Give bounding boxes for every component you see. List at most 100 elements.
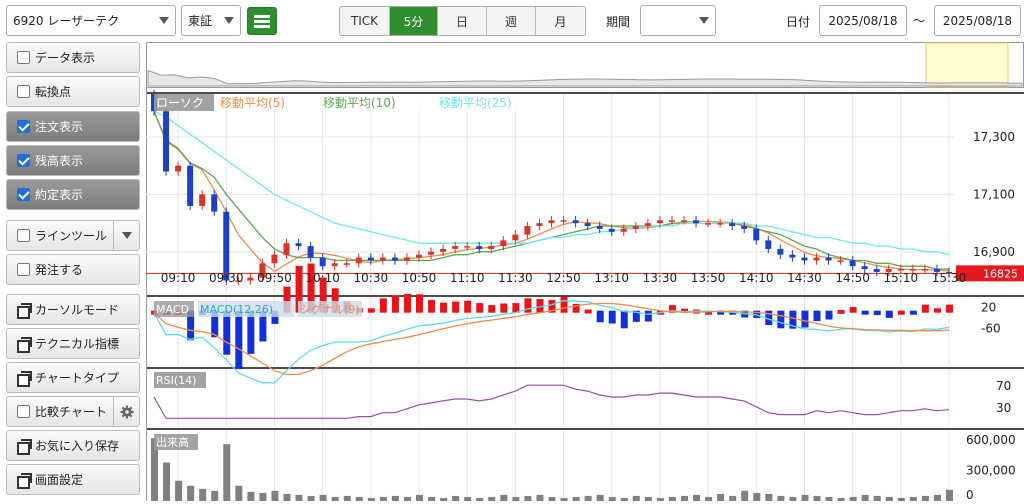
sidebar-item-execution-display[interactable]: 約定表示 — [6, 179, 140, 210]
top-toolbar: 6920 レーザーテク 東証 TICK 5分 日 週 月 期間 日付 2025/… — [0, 0, 1024, 42]
macd-histogram-bar — [789, 310, 797, 329]
candle-body — [921, 269, 928, 271]
sidebar: データ表示 転換点 注文表示 残高表示 約定表示 ラインツール 発注する カーソ… — [0, 42, 146, 501]
candle-body — [837, 260, 844, 262]
candle-body — [343, 263, 350, 265]
period-tab[interactable]: 週 — [487, 7, 536, 35]
sidebar-item-balance-display[interactable]: 残高表示 — [6, 145, 140, 176]
volume-bar — [681, 495, 688, 501]
sidebar-item-data-display[interactable]: データ表示 — [6, 42, 140, 73]
candle-body — [909, 269, 916, 271]
macd-histogram-bar — [488, 305, 496, 313]
macd-histogram-bar — [620, 310, 628, 329]
checkbox-icon[interactable] — [17, 405, 30, 418]
period-tab[interactable]: 5分 — [390, 7, 438, 35]
macd-histogram-bar — [319, 277, 327, 313]
checkbox-icon[interactable] — [17, 85, 30, 98]
date-from-input[interactable]: 2025/08/18 — [819, 5, 907, 36]
volume-bar — [921, 495, 929, 501]
volume-bar — [777, 495, 785, 501]
chevron-down-icon — [159, 17, 169, 24]
volume-bar — [391, 495, 399, 501]
chart-canvas[interactable]: 17,300 17,100 16,900 16825 ローソク 移動平均(5) 移動平均(1… — [146, 42, 1024, 502]
sidebar-item-label: 約定表示 — [35, 188, 84, 202]
sidebar-item-save-favorite[interactable]: お気に入り保存 — [6, 430, 140, 461]
chart-area[interactable]: 17,300 17,100 16,900 16825 ローソク 移動平均(5) 移動平均(1… — [146, 42, 1024, 502]
sidebar-item-line-tool[interactable]: ラインツール — [6, 220, 140, 251]
candle-body — [548, 220, 555, 224]
checkbox-checked-icon[interactable] — [17, 154, 30, 167]
candle-body — [729, 223, 736, 226]
list-icon — [254, 15, 270, 18]
candle-body — [307, 246, 314, 258]
current-price-label: 16825 — [983, 267, 1018, 280]
time-axis-label: 09:10 — [161, 271, 196, 285]
macd-histogram-bar — [235, 310, 243, 370]
macd-histogram-bar — [717, 310, 725, 315]
checkbox-icon[interactable] — [17, 51, 30, 64]
candle-body — [789, 254, 796, 258]
candle-body — [705, 223, 712, 225]
list-icon-line — [254, 20, 270, 23]
gear-button[interactable] — [113, 397, 139, 426]
candle-body — [452, 246, 459, 249]
macd-histogram-bar — [801, 310, 809, 328]
candle-body — [403, 257, 410, 261]
range-select[interactable] — [640, 5, 716, 36]
candle-body — [933, 269, 940, 272]
volume-bar — [729, 495, 737, 501]
macd-histogram-bar — [295, 265, 303, 313]
volume-bar — [271, 490, 279, 501]
volume-bar — [163, 462, 171, 501]
date-to-input[interactable]: 2025/08/18 — [934, 5, 1021, 36]
sidebar-item-cursor-mode[interactable]: カーソルモード — [6, 294, 140, 325]
volume-bar — [873, 495, 881, 501]
sidebar-item-technical-indicators[interactable]: テクニカル指標 — [6, 328, 140, 359]
macd-histogram-bar — [849, 307, 857, 313]
volume-bar — [933, 494, 941, 501]
macd-histogram-bar — [921, 304, 929, 313]
candle-body — [223, 211, 230, 281]
candle-body — [717, 223, 724, 225]
period-tab[interactable]: 日 — [438, 7, 487, 35]
list-button[interactable] — [247, 7, 277, 35]
checkbox-icon[interactable] — [17, 229, 30, 242]
time-axis-label: 11:30 — [498, 271, 533, 285]
candle-body — [476, 246, 483, 249]
candle-body — [367, 257, 374, 261]
checkbox-checked-icon[interactable] — [17, 188, 30, 201]
legend-item: 移動平均(25) — [439, 96, 512, 110]
volume-tick-label: 0 — [966, 488, 974, 501]
candle-body — [391, 257, 398, 261]
volume-bar — [452, 495, 460, 501]
volume-bar — [319, 494, 327, 501]
candle-body — [656, 220, 663, 224]
time-axis-label: 11:10 — [450, 271, 485, 285]
period-tab[interactable]: TICK — [340, 7, 390, 35]
macd-histogram-bar — [861, 310, 869, 315]
list-icon-line — [254, 25, 270, 28]
checkbox-checked-icon[interactable] — [17, 120, 30, 133]
sidebar-item-compare-chart[interactable]: 比較チャート — [6, 396, 140, 427]
market-select[interactable]: 東証 — [181, 5, 241, 36]
line-tool-dropdown[interactable] — [113, 221, 139, 250]
candle-body — [536, 223, 543, 226]
volume-bar — [476, 497, 484, 501]
legend-item: ローソク — [156, 96, 204, 110]
checkbox-icon[interactable] — [17, 263, 30, 276]
time-axis-label: 14:10 — [739, 271, 774, 285]
volume-bar — [331, 496, 339, 501]
sidebar-item-turning-point[interactable]: 転換点 — [6, 76, 140, 107]
stock-select[interactable]: 6920 レーザーテク — [6, 5, 176, 36]
sidebar-item-label: 転換点 — [35, 85, 72, 99]
volume-bar — [897, 497, 905, 501]
volume-bar — [668, 496, 676, 501]
legend-box — [218, 94, 317, 111]
period-tab[interactable]: 月 — [536, 7, 585, 35]
sidebar-item-order-display[interactable]: 注文表示 — [6, 111, 140, 142]
candle-body — [668, 220, 675, 222]
sidebar-item-screen-settings[interactable]: 画面設定 — [6, 464, 140, 495]
sidebar-item-place-order[interactable]: 発注する — [6, 254, 140, 285]
volume-bar — [584, 495, 592, 501]
sidebar-item-chart-type[interactable]: チャートタイプ — [6, 362, 140, 393]
